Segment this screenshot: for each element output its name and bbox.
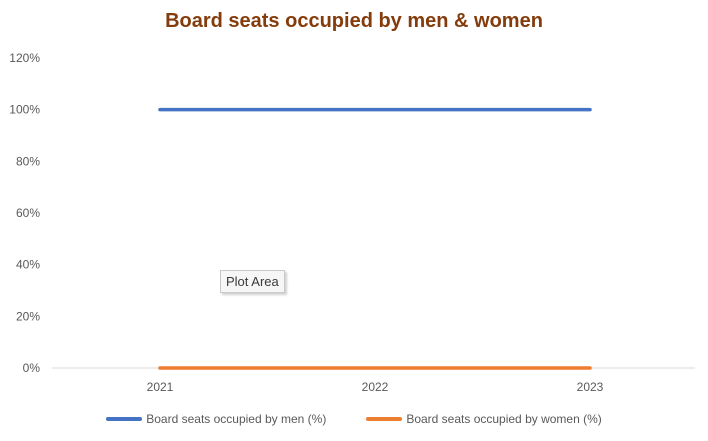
y-tick-label: 40% bbox=[16, 258, 40, 272]
y-tick-label: 80% bbox=[16, 154, 40, 168]
x-axis-tick-labels: 2021 2022 2023 bbox=[147, 380, 604, 394]
x-tick-label: 2023 bbox=[577, 380, 604, 394]
legend-swatch bbox=[366, 417, 403, 421]
series-lines bbox=[158, 107, 592, 370]
y-tick-label: 20% bbox=[16, 309, 40, 323]
legend-item-women[interactable]: Board seats occupied by women (%) bbox=[366, 412, 602, 426]
y-tick-label: 100% bbox=[9, 103, 40, 117]
legend-label: Board seats occupied by men (%) bbox=[146, 412, 327, 426]
legend-label: Board seats occupied by women (%) bbox=[406, 412, 602, 426]
chart-title: Board seats occupied by men & women bbox=[165, 10, 543, 32]
legend-swatch bbox=[106, 417, 143, 421]
chart-legend: Board seats occupied by men (%) Board sea… bbox=[0, 412, 708, 426]
y-axis-tick-labels: 0% 20% 40% 60% 80% 100% 120% bbox=[9, 51, 40, 375]
x-tick-label: 2022 bbox=[362, 380, 389, 394]
x-tick-label: 2021 bbox=[147, 380, 174, 394]
y-tick-label: 60% bbox=[16, 206, 40, 220]
y-tick-label: 120% bbox=[9, 51, 40, 65]
legend-item-men[interactable]: Board seats occupied by men (%) bbox=[106, 412, 326, 426]
plot-area-tooltip: Plot Area bbox=[220, 270, 285, 293]
y-tick-label: 0% bbox=[23, 361, 41, 375]
